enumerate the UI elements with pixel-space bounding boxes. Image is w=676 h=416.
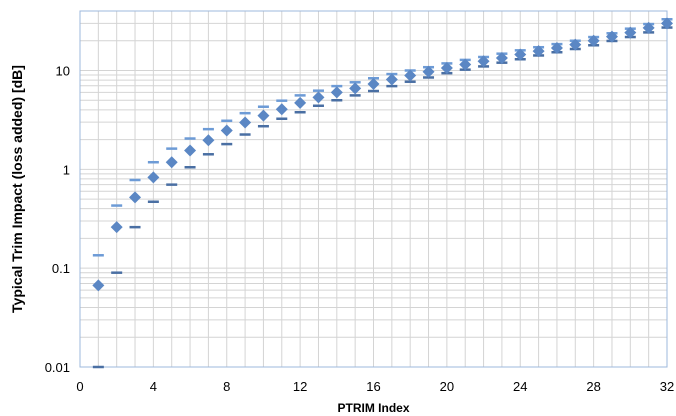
data-series bbox=[92, 17, 673, 369]
typical-value-marker bbox=[624, 26, 637, 39]
typical-value-marker bbox=[349, 82, 362, 95]
typical-value-marker bbox=[184, 144, 197, 157]
typical-value-marker bbox=[367, 78, 380, 91]
typical-value-marker bbox=[330, 86, 343, 99]
typical-value-marker bbox=[477, 55, 490, 68]
typical-value-marker bbox=[532, 45, 545, 58]
y-tick-label: 1 bbox=[63, 162, 70, 177]
typical-value-marker bbox=[312, 91, 325, 104]
typical-value-marker bbox=[257, 109, 270, 122]
typical-value-marker bbox=[550, 41, 563, 54]
typical-value-marker bbox=[294, 96, 307, 109]
typical-value-marker bbox=[587, 34, 600, 47]
typical-value-marker bbox=[642, 21, 655, 34]
typical-value-marker bbox=[385, 73, 398, 86]
typical-value-marker bbox=[495, 51, 508, 64]
grid-lines bbox=[80, 11, 667, 367]
x-tick-label: 4 bbox=[150, 379, 157, 394]
typical-value-marker bbox=[165, 156, 178, 169]
typical-value-marker bbox=[147, 171, 160, 184]
y-tick-label: 0.1 bbox=[52, 261, 70, 276]
x-tick-label: 20 bbox=[440, 379, 454, 394]
typical-value-marker bbox=[129, 191, 142, 204]
typical-value-marker bbox=[275, 103, 288, 116]
x-tick-label: 0 bbox=[76, 379, 83, 394]
typical-value-marker bbox=[404, 69, 417, 82]
x-tick-labels: 0 4 8 12 16 20 24 28 32 bbox=[76, 379, 674, 394]
typical-value-marker bbox=[514, 48, 527, 61]
typical-value-marker bbox=[202, 134, 215, 147]
typical-value-marker bbox=[661, 17, 673, 30]
typical-value-marker bbox=[110, 221, 123, 234]
x-axis-title: PTRIM Index bbox=[337, 401, 409, 415]
x-tick-label: 28 bbox=[586, 379, 600, 394]
x-tick-label: 16 bbox=[366, 379, 380, 394]
y-tick-label: 10 bbox=[56, 64, 70, 79]
typical-value-marker bbox=[569, 38, 582, 51]
typical-value-marker bbox=[92, 279, 105, 292]
typical-value-marker bbox=[239, 116, 252, 129]
x-tick-label: 12 bbox=[293, 379, 307, 394]
y-tick-labels: 0.01 0.1 1 10 bbox=[45, 64, 70, 375]
typical-value-marker bbox=[422, 65, 435, 78]
x-tick-label: 32 bbox=[660, 379, 674, 394]
typical-value-marker bbox=[459, 58, 472, 71]
x-tick-label: 8 bbox=[223, 379, 230, 394]
y-tick-label: 0.01 bbox=[45, 360, 70, 375]
typical-value-marker bbox=[440, 62, 453, 75]
x-tick-label: 24 bbox=[513, 379, 527, 394]
typical-value-marker bbox=[605, 30, 618, 43]
plot-area-border bbox=[79, 10, 668, 368]
y-axis-title: Typical Trim Impact (loss added) [dB] bbox=[9, 65, 25, 313]
typical-value-marker bbox=[220, 124, 233, 137]
